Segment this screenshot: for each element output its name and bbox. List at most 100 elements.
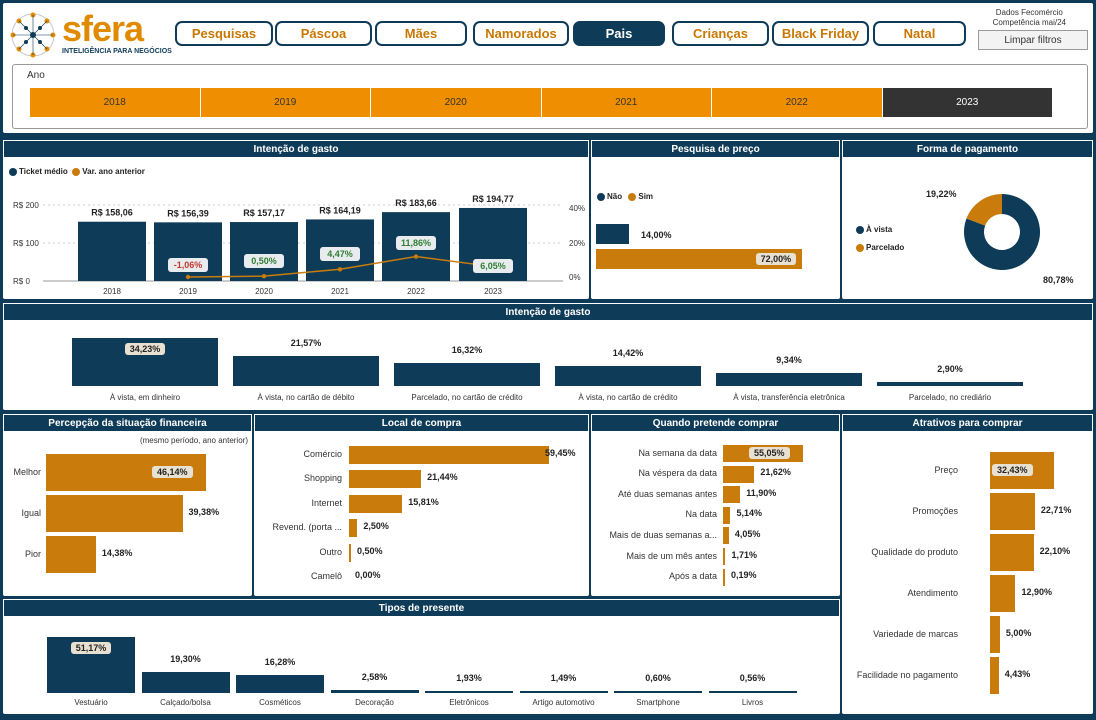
ticket-value-label: R$ 164,19 — [319, 205, 361, 215]
local-bar-comercio — [349, 446, 549, 464]
local-category-label: Comércio — [303, 449, 342, 459]
atrativos-category-label: Variedade de marcas — [873, 628, 958, 639]
percepcao-value-label: 46,14% — [152, 465, 193, 478]
quando-category-label: Até duas semanas antes — [617, 488, 717, 499]
local-category-label: Internet — [311, 497, 342, 508]
year-filter-box — [12, 64, 1088, 129]
forma-bar-parcelado-no-crediario — [877, 381, 1023, 386]
presente-category-label: Vestuário — [74, 698, 108, 707]
legend-parcelado-dot — [856, 243, 864, 252]
donut-slice-a-vista — [964, 194, 1040, 270]
brand-logo-text: sfera — [62, 8, 144, 49]
legend-sim-dot — [628, 192, 637, 201]
year-filter-2021[interactable]: 2021 — [541, 88, 711, 117]
var-pill-label: 4,47% — [327, 249, 353, 259]
percepcao-category-label: Melhor — [13, 466, 41, 477]
nav-tab-criancas[interactable]: Crianças — [672, 21, 769, 46]
atrativos-bar-promocoes — [990, 493, 1035, 530]
atrativos-bar-qualidade-do-produto — [990, 534, 1034, 571]
var-point — [185, 274, 191, 280]
y-axis-tick: R$ 0 — [13, 277, 30, 286]
presente-category-label: Cosméticos — [259, 698, 301, 707]
local-bar-outro — [349, 543, 351, 562]
y-axis-tick: R$ 200 — [13, 201, 39, 210]
forma-pagamento-title: Forma de pagamento — [842, 140, 1093, 158]
quando-value-label: 11,90% — [746, 487, 777, 498]
presente-value-label: 19,30% — [170, 653, 201, 664]
ticket-value-label: R$ 158,06 — [91, 208, 133, 218]
var-pill-label: -1,06% — [174, 260, 203, 270]
local-value-label: 2,50% — [363, 521, 389, 532]
quando-value-label: 1,71% — [731, 549, 758, 560]
quando-category-label: Após a data — [668, 571, 717, 582]
x-axis-tick-2019: 2019 — [179, 287, 197, 296]
legend-var-label: Var. ano anterior — [82, 167, 145, 176]
forma-value-label: 2,90% — [937, 363, 963, 374]
ticket-bar-2018 — [78, 221, 146, 281]
local-bar-internet — [349, 494, 403, 513]
pesquisa-bar-sim — [596, 249, 802, 269]
var-point — [261, 273, 267, 279]
y2-axis-tick: 0% — [569, 273, 581, 282]
percepcao-category-label: Pior — [24, 548, 41, 559]
quando-category-label: Na semana da data — [638, 447, 717, 458]
quando-category-label: Na véspera da data — [638, 468, 717, 479]
atrativos-value-label: 32,43% — [992, 463, 1033, 476]
year-filter-2022[interactable]: 2022 — [712, 88, 882, 117]
forma-category-label: À vista, no cartão de débito — [257, 393, 355, 402]
atrativos-category-label: Preço — [934, 464, 958, 475]
atrativos-bar-atendimento — [990, 575, 1016, 612]
nav-tab-pascoa[interactable]: Páscoa — [275, 21, 372, 46]
pagamento-label-parcelado: 19,22% — [926, 189, 957, 199]
legend-ticket-label: Ticket médio — [19, 167, 68, 176]
local-bar-revend-porta — [349, 519, 358, 538]
nav-tab-pais[interactable]: Pais — [573, 21, 665, 46]
year-filter-2018[interactable]: 2018 — [30, 88, 200, 117]
nav-tab-maes[interactable]: Mães — [375, 21, 467, 46]
local-category-label: Outro — [319, 546, 342, 557]
presente-category-label: Calçado/bolsa — [160, 698, 211, 707]
presente-category-label: Eletrônicos — [449, 698, 489, 707]
percepcao-value-label: 39,38% — [188, 506, 220, 517]
var-pill-bg — [168, 258, 208, 272]
year-filter-2020[interactable]: 2020 — [371, 88, 541, 117]
percepcao-bar-pior — [46, 536, 96, 573]
atrativos-category-label: Qualidade do produto — [871, 546, 958, 557]
var-pill-label: 11,86% — [401, 238, 431, 248]
presente-value-label: 16,28% — [264, 657, 296, 668]
ticket-bar-2019 — [154, 222, 222, 281]
legend-var-dot — [72, 167, 81, 176]
local-value-label: 15,81% — [408, 496, 439, 507]
presente-value-label: 0,56% — [739, 673, 766, 683]
nav-tab-black-friday[interactable]: Black Friday — [772, 21, 869, 46]
quando-bar-mais-de-duas-semanas-a — [723, 527, 729, 545]
nav-tab-natal[interactable]: Natal — [873, 21, 966, 46]
year-filter-2023[interactable]: 2023 — [882, 88, 1052, 117]
percepcao-category-label: Igual — [21, 507, 41, 518]
forma-pagamento-panel: Forma de pagamento À vista Parcelado 19,… — [842, 140, 1093, 299]
presente-category-label: Decoração — [355, 698, 394, 707]
var-point — [413, 254, 419, 259]
forma-value-label: 14,42% — [612, 347, 644, 358]
pagamento-donut-chart — [964, 194, 1040, 270]
local-compra-title: Local de compra — [254, 414, 589, 432]
logo-globe-icon — [10, 12, 56, 58]
ticket-value-label: R$ 156,39 — [167, 208, 209, 218]
presente-category-label: Smartphone — [636, 698, 680, 707]
pagamento-legend: À vista Parcelado — [856, 221, 904, 257]
donut-slice-parcelado — [966, 194, 1002, 226]
nav-tab-pesquisas[interactable]: Pesquisas — [175, 21, 273, 46]
clear-filters-button[interactable]: Limpar filtros — [978, 30, 1088, 50]
x-axis-tick-2020: 2020 — [255, 287, 273, 296]
intencao-gasto-panel: Intenção de gasto Ticket médio Var. ano … — [3, 140, 589, 299]
x-axis-tick-2021: 2021 — [331, 287, 349, 296]
year-filter-2019[interactable]: 2019 — [200, 88, 370, 117]
forma-value-label: 9,34% — [776, 354, 802, 365]
forma-bar-parcelado-no-cartao-de-credito — [394, 363, 540, 386]
var-pill-bg — [244, 254, 284, 268]
atrativos-panel: Atrativos para comprar Preço 32,43% Promoç… — [842, 414, 1093, 714]
forma-category-label: À vista, em dinheiro — [109, 393, 181, 402]
nav-tab-namorados[interactable]: Namorados — [473, 21, 569, 46]
quando-category-label: Mais de duas semanas a... — [609, 529, 717, 540]
atrativos-category-label: Facilidade no pagamento — [856, 669, 958, 680]
